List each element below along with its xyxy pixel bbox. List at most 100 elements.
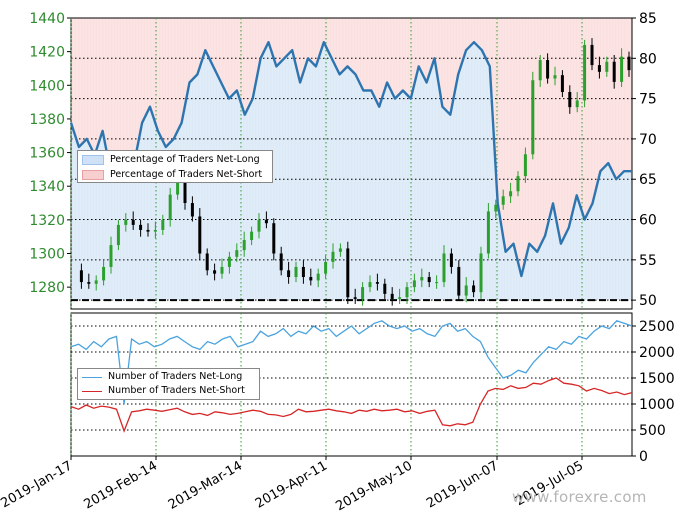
candle-body — [472, 285, 476, 293]
candle-body — [338, 248, 342, 252]
left-tick-label: 1300 — [29, 246, 65, 262]
candle-body — [398, 297, 402, 299]
legend-top-item-long: Percentage of Traders Net-Long — [82, 152, 268, 167]
legend-label-net-long-pct: Percentage of Traders Net-Long — [110, 154, 260, 165]
candle-body — [390, 293, 394, 299]
right-tick-label: 2000 — [639, 345, 675, 361]
right-tick-label: 85 — [639, 11, 657, 27]
x-tick-label: 2019-Jun-07 — [424, 458, 501, 511]
right-tick-label: 1500 — [639, 371, 675, 387]
candle-body — [213, 270, 217, 274]
legend-label-number-long: Number of Traders Net-Long — [108, 371, 243, 382]
candle-body — [79, 270, 83, 283]
right-tick-label: 50 — [639, 293, 657, 309]
x-tick-label: 2019-Apr-11 — [253, 458, 330, 511]
legend-bottom: Number of Traders Net-Long Number of Tra… — [77, 368, 260, 400]
candle-body — [605, 61, 609, 72]
candle-body — [590, 44, 594, 66]
candle-body — [620, 56, 624, 82]
candle-body — [375, 282, 379, 284]
right-tick-label: 55 — [639, 253, 657, 269]
x-tick-label: 2019-Feb-14 — [81, 458, 160, 512]
candle-body — [553, 75, 557, 79]
candle-body — [198, 216, 202, 254]
legend-label-number-short: Number of Traders Net-Short — [108, 385, 245, 396]
candle-body — [575, 100, 579, 108]
right-tick-label: 70 — [639, 132, 657, 148]
legend-bottom-item-long: Number of Traders Net-Long — [82, 370, 255, 384]
candle-body — [205, 253, 209, 271]
left-tick-label: 1420 — [29, 45, 65, 61]
candle-body — [531, 80, 535, 155]
candle-body — [227, 256, 231, 267]
right-tick-label: 80 — [639, 51, 657, 67]
right-tick-label: 500 — [639, 423, 666, 439]
legend-top: Percentage of Traders Net-Long Percentag… — [77, 150, 273, 183]
left-tick-label: 1280 — [29, 280, 65, 296]
candle-body — [146, 229, 150, 232]
candle-body — [257, 219, 261, 232]
legend-label-net-short-pct: Percentage of Traders Net-Short — [110, 169, 263, 180]
candle-body — [435, 282, 439, 284]
candle-body — [361, 287, 365, 299]
x-axis: 2019-Jan-17 2019-Feb-14 2019-Mar-14 2019-Ap… — [0, 456, 586, 514]
x-tick-label: 2019-Jan-17 — [0, 458, 75, 511]
left-tick-label: 1340 — [29, 179, 65, 195]
candle-body — [568, 92, 572, 108]
candle-body — [538, 60, 542, 81]
right-tick-label: 65 — [639, 172, 657, 188]
left-tick-label: 1400 — [29, 78, 65, 94]
right-tick-label: 60 — [639, 213, 657, 229]
candle-body — [353, 297, 357, 299]
candle-body — [183, 182, 187, 204]
candle-body — [272, 223, 276, 254]
number-short-line — [70, 377, 633, 433]
candle-body — [509, 191, 513, 197]
candle-body — [124, 219, 128, 225]
candle-body — [412, 280, 416, 288]
candle-body — [583, 44, 587, 101]
candle-body — [161, 219, 165, 230]
legend-swatch-long — [82, 154, 104, 165]
candle-body — [383, 283, 387, 294]
legend-top-item-short: Percentage of Traders Net-Short — [82, 167, 268, 182]
candle-body — [139, 224, 143, 230]
right-tick-label: 1000 — [639, 397, 675, 413]
legend-bottom-item-short: Number of Traders Net-Short — [82, 384, 255, 398]
candle-body — [153, 229, 157, 232]
candle-body — [309, 277, 313, 281]
right-tick-label: 0 — [639, 449, 648, 465]
candle-body — [116, 224, 120, 246]
candle-body — [176, 182, 180, 195]
candle-body — [294, 266, 298, 278]
candle-body — [494, 204, 498, 212]
candle-body — [324, 261, 328, 274]
candle-body — [264, 219, 268, 224]
right-tick-label: 2500 — [639, 319, 675, 335]
left-tick-label: 1320 — [29, 213, 65, 229]
candle-body — [287, 270, 291, 278]
candle-body — [405, 287, 409, 298]
candle-body — [235, 250, 239, 257]
candle-body — [457, 266, 461, 296]
candle-body — [523, 154, 527, 177]
top-panel: 1280 1300 1320 1340 1360 1380 1400 1420 1440 50 55… — [29, 11, 657, 310]
candle-body — [501, 196, 505, 205]
number-long-line — [70, 320, 633, 405]
candle-body — [190, 203, 194, 217]
x-tick-label: 2019-May-10 — [333, 458, 415, 513]
candle-body — [220, 266, 224, 274]
candle-body — [427, 277, 431, 283]
net-long-pct-line — [69, 41, 632, 278]
legend-swatch-short — [82, 169, 104, 180]
candle-body — [301, 266, 305, 278]
watermark: www.forexre.com — [512, 488, 647, 506]
candle-body — [546, 60, 550, 79]
candle-body — [479, 253, 483, 293]
candle-body — [368, 282, 372, 288]
candle-body — [612, 61, 616, 82]
candle-body — [102, 266, 106, 281]
candle-body — [279, 253, 283, 271]
